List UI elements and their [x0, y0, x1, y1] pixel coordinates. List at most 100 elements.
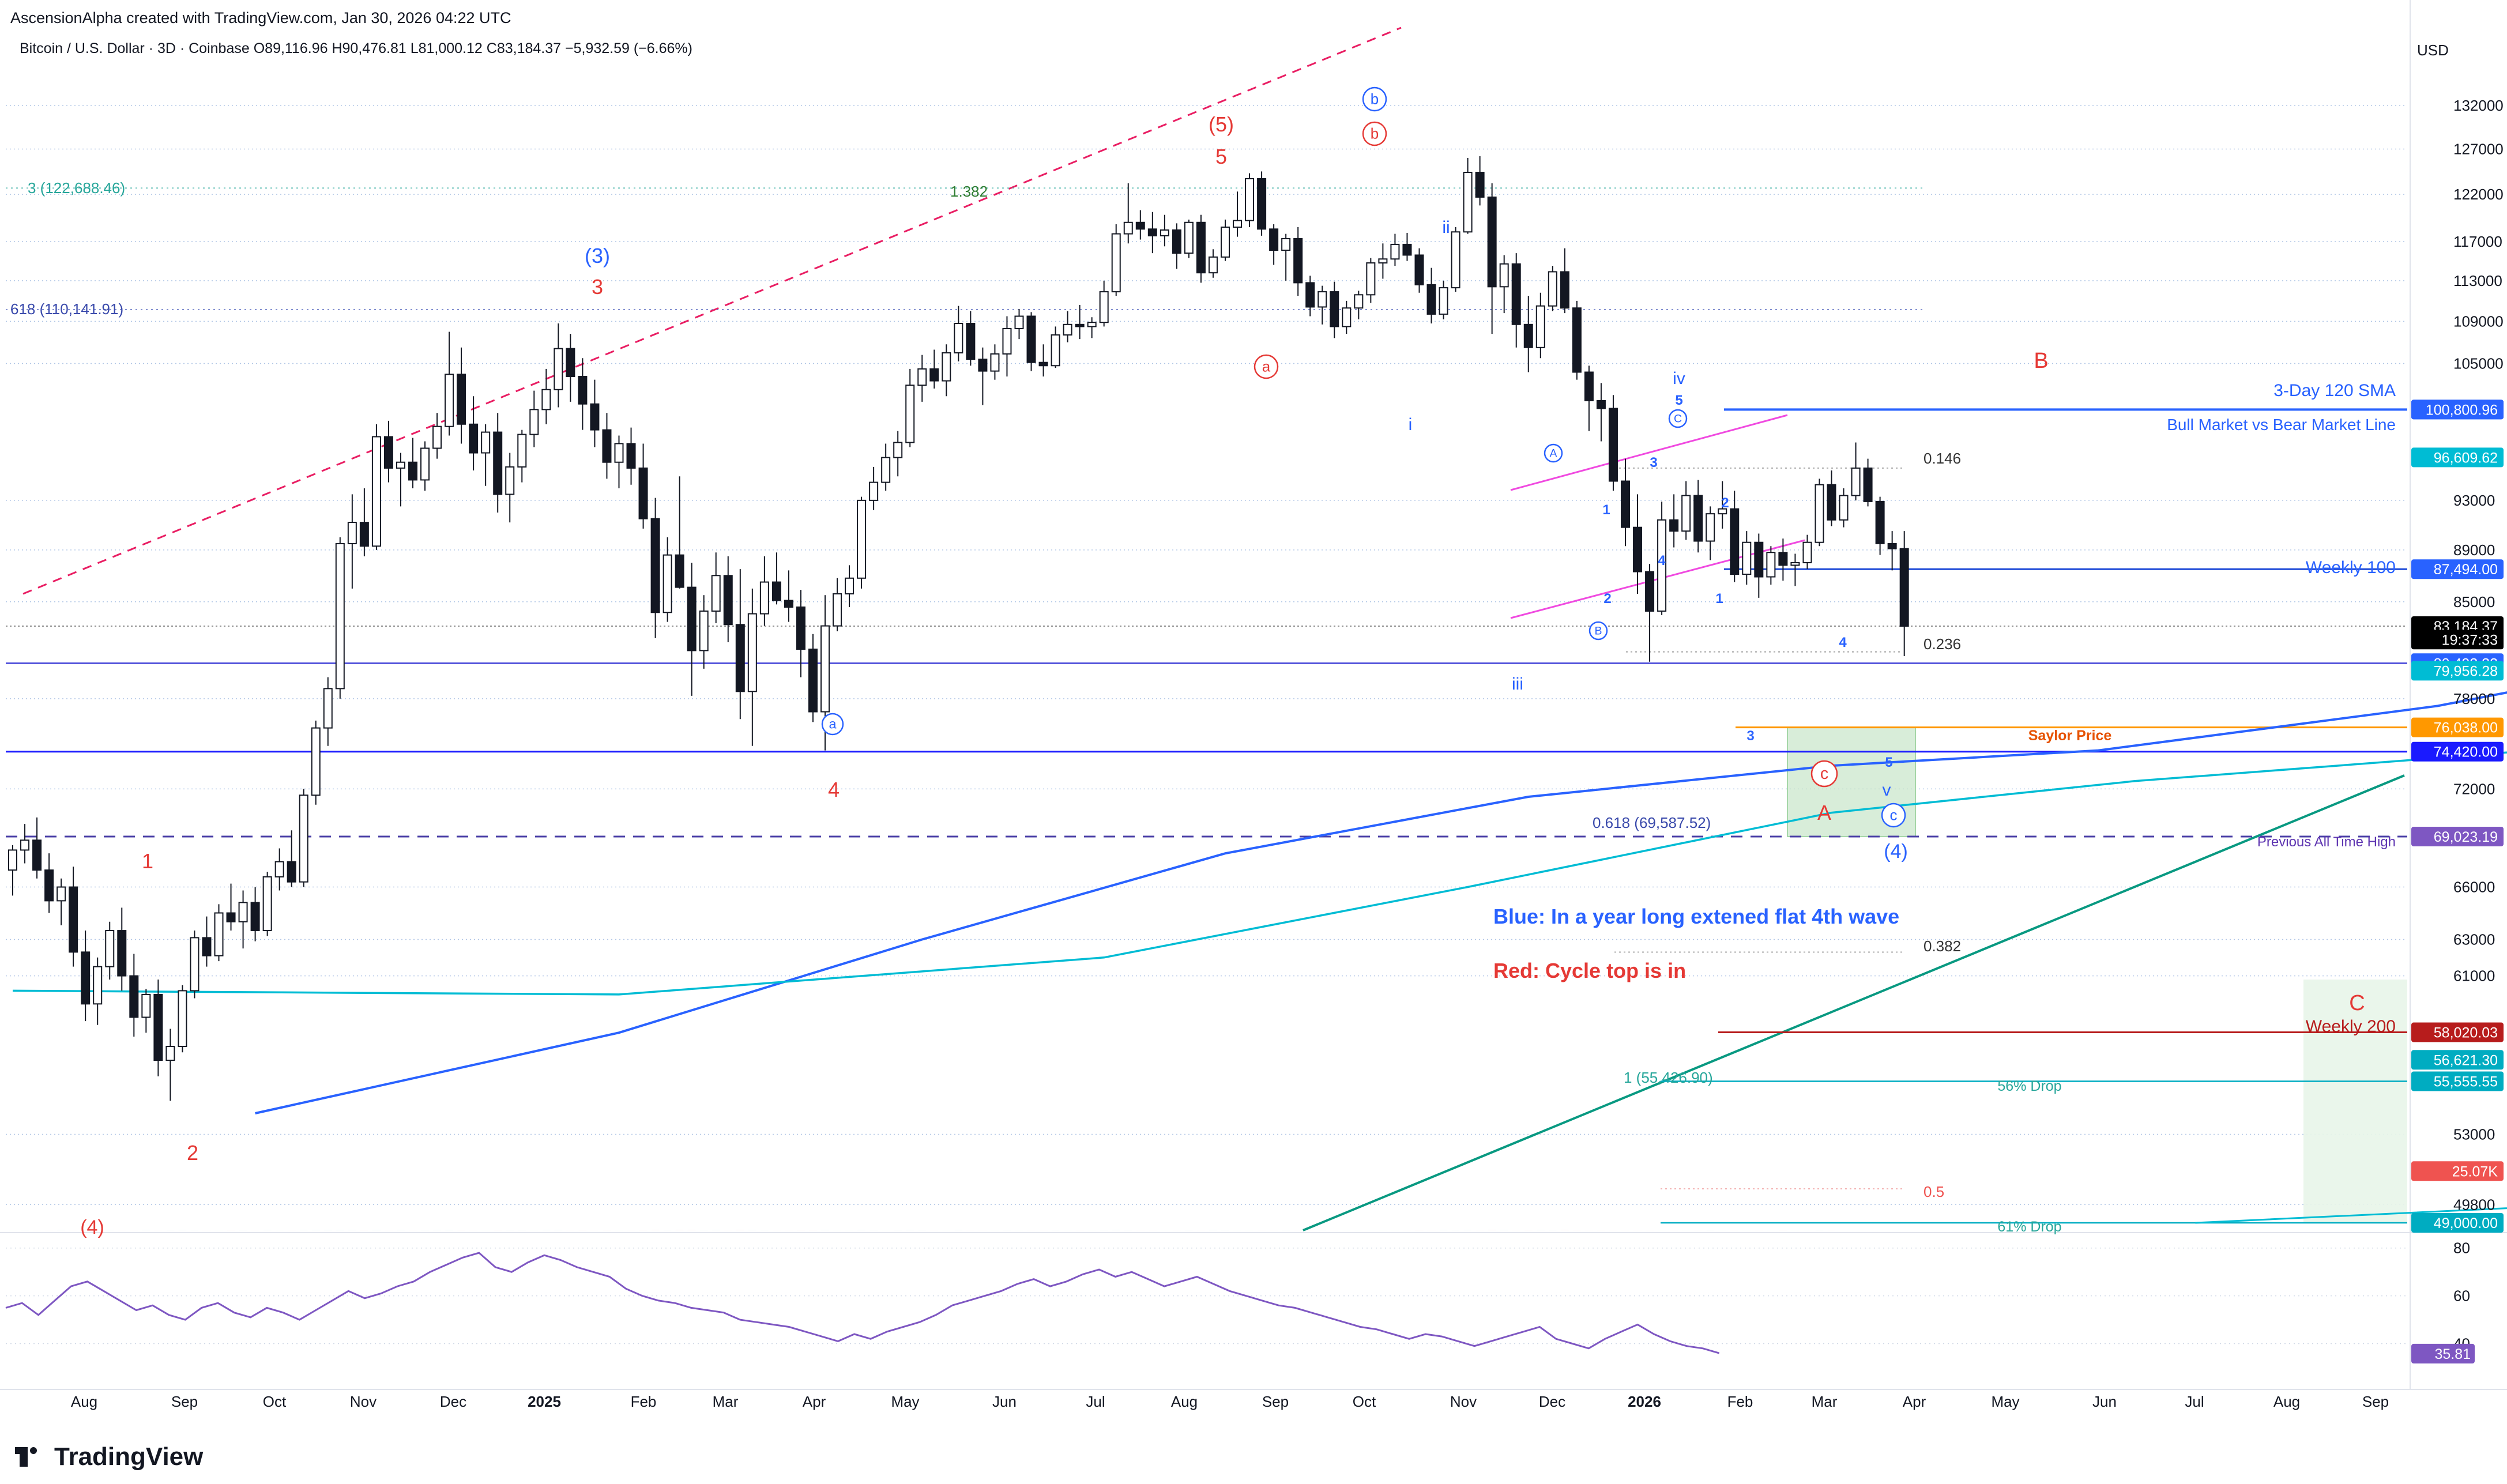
- price-tag-label: 87,494.00: [2434, 562, 2498, 578]
- circle-c-blue-ring: [1881, 803, 1906, 828]
- price-tag-bg: [2411, 1050, 2504, 1070]
- candle-up: [481, 431, 491, 454]
- candle-down: [978, 359, 988, 372]
- x-tick-label: Feb: [1727, 1393, 1753, 1410]
- candle-down: [1293, 238, 1303, 284]
- candle-down: [966, 323, 976, 360]
- candle-down: [1330, 291, 1339, 327]
- fib-label-0236: 0.236: [1923, 635, 1961, 653]
- candle-up: [323, 688, 333, 729]
- x-tick-label: 2025: [528, 1393, 561, 1410]
- candle-down: [1827, 484, 1836, 521]
- candle-down: [469, 423, 479, 454]
- circle-c-red-ring: [1810, 760, 1838, 788]
- price-tag-label: 56,621.30: [2434, 1052, 2498, 1068]
- candle-down: [771, 581, 781, 601]
- candle-up: [1184, 221, 1194, 254]
- candle-up: [833, 593, 842, 627]
- wave-B-label: B: [2034, 349, 2048, 373]
- price-tag-bg: [2411, 826, 2504, 846]
- candle-up: [105, 930, 115, 967]
- circle-B-small: B: [1594, 624, 1602, 637]
- ohlc-values: O89,116.96 H90,476.81 L81,000.12 C83,184…: [253, 40, 692, 57]
- blue-note: Blue: In a year long extened flat 4th wa…: [1493, 905, 1899, 928]
- wave-5-plain: 5: [1215, 145, 1227, 168]
- candle-up: [614, 443, 624, 463]
- tradingview-brand[interactable]: TradingView: [15, 1442, 203, 1471]
- candle-up: [1378, 258, 1388, 264]
- fib-label-0146: 0.146: [1923, 450, 1961, 467]
- candle-up: [214, 912, 224, 956]
- x-tick-label: Aug: [71, 1393, 97, 1410]
- candle-up: [1281, 238, 1291, 251]
- drop61-label: 61% Drop: [1997, 1219, 2061, 1235]
- candle-down: [723, 575, 733, 626]
- wave-3-blue: (3): [585, 244, 610, 268]
- price-tag-bg: [2411, 400, 2504, 420]
- candle-up: [529, 409, 539, 435]
- price-tag-label: 100,800.96: [2426, 402, 2498, 418]
- candle-down: [1402, 243, 1412, 256]
- y-tick-label: 63000: [2453, 931, 2495, 948]
- x-tick-label: Jun: [992, 1393, 1017, 1410]
- x-tick-label: Apr: [803, 1393, 826, 1410]
- candle-down: [359, 522, 369, 547]
- circle-a-red-ring: [1254, 354, 1279, 379]
- candle-down: [202, 937, 212, 956]
- candles: [8, 156, 1909, 1101]
- candle-up: [1839, 495, 1849, 521]
- candle-down: [81, 951, 91, 1005]
- currency-label: USD: [2417, 42, 2449, 59]
- candle-down: [566, 348, 575, 378]
- y-tick-label: 132000: [2453, 97, 2504, 114]
- candle-down: [69, 886, 78, 953]
- prev-ath-label: Previous All Time High: [2257, 834, 2396, 850]
- candle-down: [1899, 548, 1909, 627]
- candle-up: [1463, 171, 1473, 233]
- sma-3day-120: [255, 691, 2507, 1114]
- candle-up: [165, 1045, 175, 1061]
- candle-up: [93, 966, 103, 1005]
- candle-up: [820, 625, 830, 713]
- candle-up: [347, 522, 357, 544]
- price-tag-bg: [2411, 661, 2504, 681]
- candle-down: [129, 975, 139, 1018]
- candle-up: [420, 447, 430, 481]
- candle-up: [371, 436, 381, 547]
- candle-up: [432, 425, 442, 449]
- fib-label-1: 1 (55,426.90): [1624, 1069, 1713, 1086]
- price-tag-label: 55,555.55: [2434, 1074, 2498, 1090]
- circle-a-red: a: [1262, 357, 1271, 375]
- candle-up: [274, 861, 284, 877]
- candle-down: [1196, 221, 1206, 274]
- candle-up: [1208, 256, 1218, 274]
- cycle-trendline: [22, 27, 1402, 595]
- rsi-tag-bg: [2411, 1343, 2475, 1364]
- candle-down: [1511, 263, 1521, 325]
- candle-down: [457, 374, 466, 425]
- wave-4-paren-red: (4): [80, 1216, 104, 1238]
- circle-b-blue: b: [1371, 90, 1379, 107]
- fib-label-3: 3 (122,688.46): [28, 179, 125, 197]
- price-tag-label: 58,020.03: [2434, 1025, 2498, 1041]
- candle-up: [1535, 305, 1545, 348]
- candle-up: [1548, 271, 1557, 307]
- candle-down: [250, 902, 260, 932]
- wave-A-label: A: [1817, 801, 1831, 824]
- wave-3-red: 3: [592, 275, 603, 299]
- candle-down: [1026, 315, 1036, 363]
- symbol-name[interactable]: Bitcoin / U.S. Dollar · 3D · Coinbase: [20, 40, 250, 57]
- fib-label-1382: 1.382: [950, 183, 988, 200]
- price-tag-label: 69,023.19: [2434, 829, 2498, 845]
- candle-down: [1075, 323, 1085, 327]
- candle-down: [1863, 467, 1873, 502]
- candle-up: [1354, 294, 1364, 309]
- price-tag-bg: [2411, 559, 2504, 579]
- price-tag-bg: [2411, 1022, 2504, 1042]
- candle-up: [1245, 178, 1255, 221]
- candle-down: [929, 368, 939, 382]
- candle-down: [1487, 196, 1497, 288]
- wave-5-red: (5): [1209, 112, 1234, 136]
